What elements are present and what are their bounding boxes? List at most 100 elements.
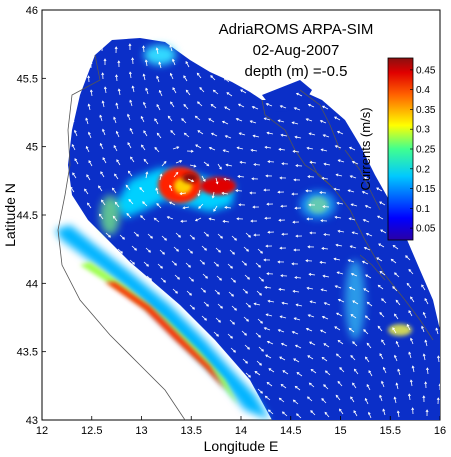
current-vector-head (291, 331, 295, 334)
current-vector (294, 317, 301, 321)
sea-field-north-patch (262, 80, 312, 112)
current-vector-head (395, 340, 399, 344)
current-vector-head (321, 247, 325, 251)
current-vector-head (190, 149, 194, 153)
current-vector-head (264, 216, 268, 220)
current-vector (225, 135, 232, 139)
current-vector (198, 189, 201, 196)
current-vector (197, 130, 204, 135)
current-vector-head (334, 116, 337, 120)
current-vector (335, 395, 341, 401)
current-vector (336, 174, 343, 177)
current-vector-head (394, 354, 397, 358)
current-vector (352, 231, 359, 235)
colorbar-tick-label: 0.25 (416, 145, 436, 156)
current-vector (380, 229, 387, 234)
y-tick-label: 43.5 (17, 347, 38, 359)
current-vector-head (435, 327, 439, 331)
current-vector-head (265, 174, 269, 178)
current-vector (321, 357, 328, 362)
current-vector (175, 160, 182, 164)
current-vector-head (219, 166, 222, 170)
current-vector (349, 327, 355, 333)
current-vector (321, 149, 328, 152)
current-vector (296, 93, 303, 97)
current-vector (280, 105, 287, 109)
current-vector-head (223, 177, 227, 181)
current-vector-head (160, 265, 163, 269)
current-vector-head (348, 286, 352, 290)
x-axis-label: Longitude E (204, 438, 279, 454)
current-vector-head (258, 334, 261, 338)
current-vector-head (127, 113, 130, 117)
current-vector-head (233, 279, 236, 283)
current-vector-head (277, 260, 281, 264)
current-vector (231, 305, 237, 311)
current-vector-head (319, 260, 323, 264)
current-vector (253, 135, 260, 138)
current-vector (278, 288, 286, 291)
current-vector (294, 107, 301, 111)
current-vector-head (265, 244, 269, 248)
current-vector-head (295, 234, 299, 238)
current-vector-head (266, 202, 270, 206)
current-vector-head (348, 146, 352, 150)
current-vector-head (336, 130, 340, 134)
current-vector-head (323, 162, 327, 166)
current-vector (255, 262, 261, 268)
current-vectors (70, 43, 440, 419)
current-vector-head (264, 145, 268, 149)
current-vector-head (86, 174, 89, 178)
current-vector (337, 131, 344, 135)
current-vector-head (98, 213, 102, 217)
current-vector (196, 72, 202, 79)
current-vector (323, 275, 330, 278)
current-vector (294, 277, 302, 279)
current-vector (174, 274, 180, 280)
current-vector (266, 103, 273, 107)
current-vector (85, 118, 89, 125)
current-vector (334, 116, 341, 121)
current-vector-head (206, 303, 209, 307)
current-vector (338, 230, 345, 233)
current-vector (257, 318, 263, 324)
current-vector (339, 367, 345, 373)
current-vector-head (175, 171, 179, 175)
current-vector-head (181, 118, 185, 121)
current-vector (381, 339, 386, 346)
current-vector (113, 145, 118, 152)
current-vector-head (199, 87, 203, 90)
current-vector-head (156, 132, 160, 136)
current-vector-head (436, 397, 440, 401)
current-vector-head (366, 342, 370, 346)
current-vector (145, 60, 148, 67)
current-vector (237, 175, 245, 178)
current-vector (180, 192, 187, 195)
y-tick-label: 45.5 (17, 73, 38, 85)
current-vector-head (234, 307, 237, 311)
current-vector-head (267, 160, 271, 164)
current-vector-head (140, 115, 144, 119)
current-vector-head (216, 333, 219, 337)
current-vector (156, 133, 162, 139)
current-vector-head (291, 262, 295, 266)
current-vector-head (277, 190, 281, 194)
current-vector-head (156, 203, 160, 206)
current-vector (295, 165, 303, 167)
current-vector (363, 219, 370, 223)
current-vector-head (347, 189, 351, 193)
current-vector (265, 395, 271, 401)
current-vector-head (379, 271, 383, 274)
current-vector-head (308, 132, 312, 136)
current-vector (209, 147, 216, 151)
current-vector-head (177, 276, 180, 280)
current-vector (99, 115, 103, 122)
current-vector-head (102, 128, 105, 132)
current-vector-head (306, 286, 310, 290)
current-vector-head (234, 237, 237, 241)
current-vector (154, 118, 159, 125)
current-vector (183, 75, 188, 82)
current-vector-head (128, 71, 132, 75)
current-vector-head (368, 411, 371, 415)
current-vector (209, 218, 216, 221)
